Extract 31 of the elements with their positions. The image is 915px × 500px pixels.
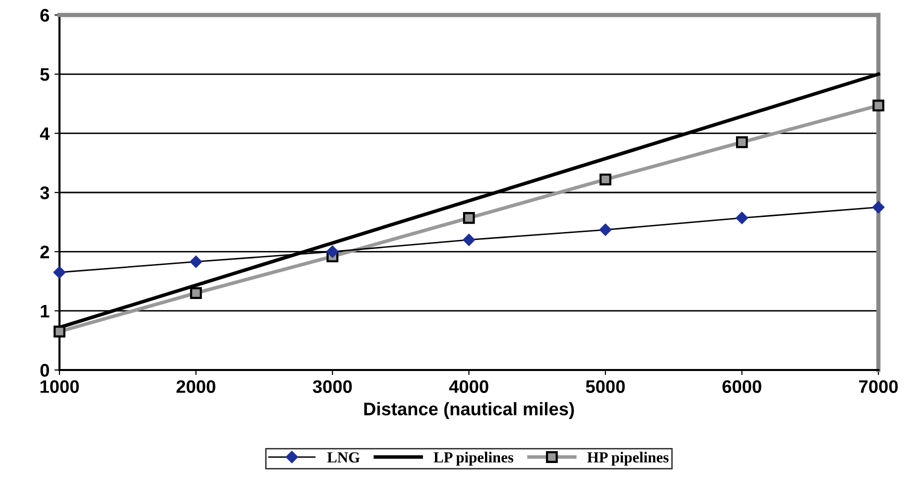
point xyxy=(872,100,884,112)
y-tick-label: 4 xyxy=(40,127,50,140)
x-tick-label: 7000 xyxy=(859,380,898,393)
point xyxy=(736,212,748,224)
y-tick-label: 3 xyxy=(40,186,50,200)
point xyxy=(54,326,66,338)
point xyxy=(54,266,66,278)
x-tick-label: 1000 xyxy=(40,380,79,393)
y-tick-label: 5 xyxy=(40,68,50,81)
y-tick-label: 0 xyxy=(40,364,50,377)
y-tick-label: 1 xyxy=(40,304,50,318)
point xyxy=(190,256,202,268)
point xyxy=(600,174,612,186)
legend-label: LNG xyxy=(327,452,360,463)
legend-label: HP pipelines xyxy=(587,452,669,466)
x-tick-label: 2000 xyxy=(176,380,216,393)
legend-label: LP pipelines xyxy=(434,452,514,466)
y-tick-label: 6 xyxy=(40,8,50,22)
y-tick-label: 2 xyxy=(40,246,50,258)
x-axis-title: Distance (nautical miles) xyxy=(364,402,574,419)
point xyxy=(872,201,884,214)
point xyxy=(190,287,202,299)
x-tick-label: 3000 xyxy=(312,380,352,394)
point xyxy=(462,234,475,246)
x-tick-label: 5000 xyxy=(586,380,625,393)
x-tick-label: 6000 xyxy=(722,380,762,393)
point xyxy=(599,224,612,236)
point xyxy=(326,246,338,258)
point xyxy=(463,212,475,224)
point xyxy=(736,136,748,148)
x-tick-label: 4000 xyxy=(449,380,488,393)
